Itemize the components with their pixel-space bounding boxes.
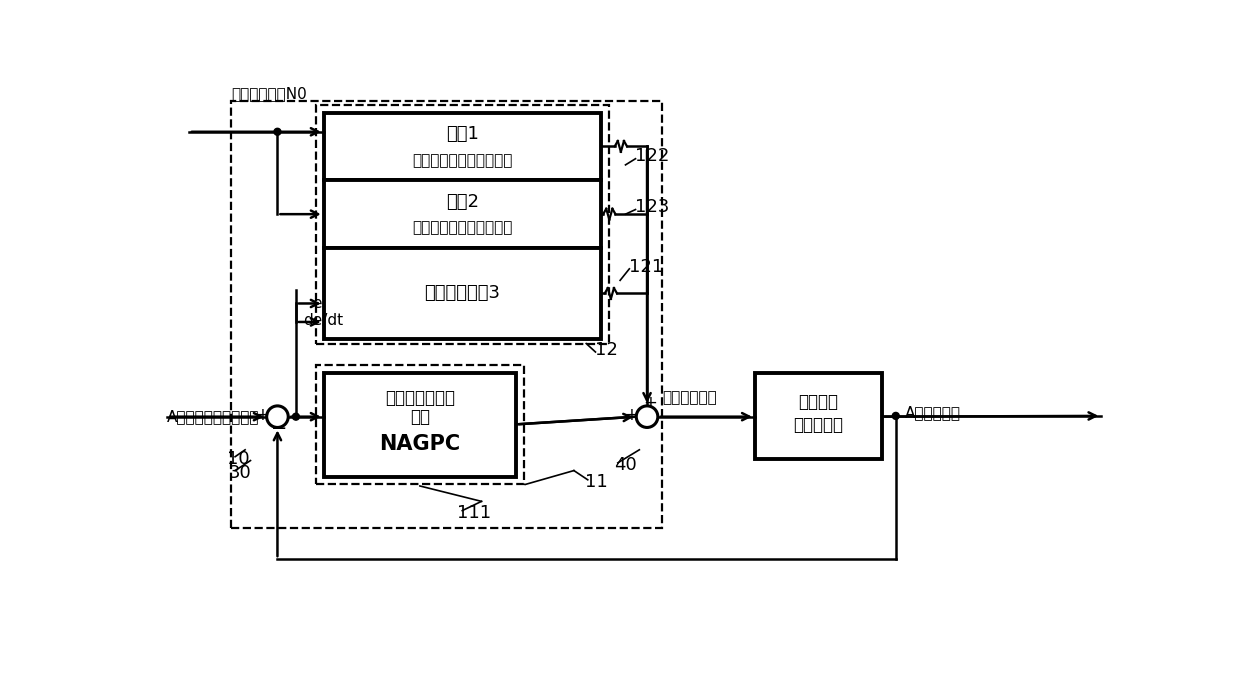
Text: （机组负荷小范围变化）: （机组负荷小范围变化）: [412, 153, 512, 168]
Text: e: e: [312, 296, 321, 311]
Text: 再热汽温: 再热汽温: [799, 393, 838, 411]
Text: 12: 12: [595, 340, 619, 359]
Bar: [324, 180, 601, 248]
Text: 模糊智能前馈3: 模糊智能前馈3: [424, 285, 500, 302]
Circle shape: [636, 406, 658, 428]
Text: 的被控过程: 的被控过程: [794, 416, 843, 434]
Bar: [324, 373, 516, 477]
Text: （机组负荷大范围变化）: （机组负荷大范围变化）: [412, 221, 512, 236]
Text: 122: 122: [635, 147, 670, 165]
Text: 30: 30: [229, 464, 252, 482]
Text: 控制: 控制: [410, 408, 430, 426]
Bar: [755, 373, 882, 459]
Circle shape: [274, 128, 281, 136]
Text: de/dt: de/dt: [303, 313, 343, 328]
Bar: [316, 365, 523, 484]
Bar: [231, 101, 662, 528]
Text: −: −: [270, 419, 288, 439]
Bar: [324, 112, 601, 180]
Text: +: +: [644, 394, 657, 412]
Circle shape: [293, 413, 299, 420]
Text: NAGPC: NAGPC: [379, 434, 460, 454]
Text: 烟所挡板指令: 烟所挡板指令: [662, 390, 717, 405]
Text: 10: 10: [227, 450, 250, 468]
Bar: [316, 105, 609, 343]
Text: 机组负荷指令N0: 机组负荷指令N0: [231, 86, 308, 101]
Text: 非线性智能预测: 非线性智能预测: [384, 389, 455, 407]
Text: A侧再热汽温的设定值: A侧再热汽温的设定值: [167, 409, 260, 424]
Text: 40: 40: [614, 456, 636, 474]
Text: +: +: [255, 406, 269, 424]
Text: 123: 123: [635, 198, 670, 217]
Circle shape: [893, 413, 899, 419]
Text: 121: 121: [630, 257, 663, 276]
Circle shape: [267, 406, 288, 428]
Text: 11: 11: [585, 473, 608, 491]
Text: A侧再热汽温: A侧再热汽温: [905, 405, 961, 420]
Bar: [324, 248, 601, 339]
Text: +: +: [625, 406, 639, 424]
Text: 111: 111: [456, 504, 491, 522]
Text: 前馈2: 前馈2: [445, 193, 479, 211]
Text: 前馈1: 前馈1: [446, 125, 479, 143]
